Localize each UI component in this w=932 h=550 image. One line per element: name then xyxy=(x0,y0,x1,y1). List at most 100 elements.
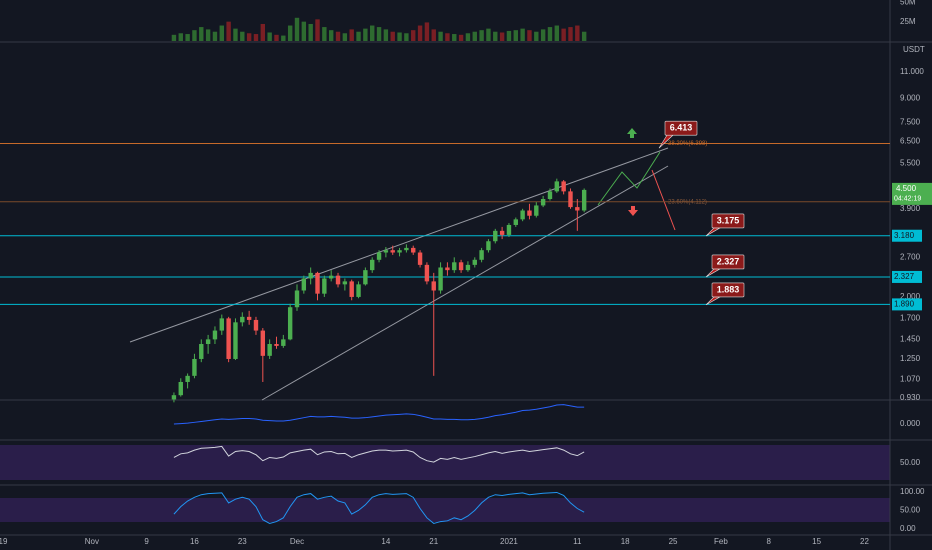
y-tick-label: 1.250 xyxy=(900,354,921,363)
volume-bar xyxy=(253,34,259,41)
candle-body xyxy=(349,281,354,297)
candle-body xyxy=(575,207,580,211)
volume-bar xyxy=(404,33,409,41)
candle-body xyxy=(438,267,443,291)
x-tick-label: Dec xyxy=(290,537,304,546)
x-tick-label: 21 xyxy=(429,537,438,546)
callout-label: 3.175 xyxy=(717,215,740,225)
callout-label: 6.413 xyxy=(670,123,693,133)
level-tag xyxy=(892,229,922,242)
macd-tick-label: 0.000 xyxy=(900,419,921,428)
x-tick-label: 16 xyxy=(190,537,199,546)
volume-bar xyxy=(349,29,354,41)
volume-bar xyxy=(308,23,313,41)
volume-bar xyxy=(335,31,341,41)
candle-body xyxy=(499,230,505,235)
candle-body xyxy=(397,250,402,253)
countdown: 04:42:19 xyxy=(894,196,921,203)
volume-bar xyxy=(301,21,307,41)
y-tick-label: 2.700 xyxy=(900,252,921,261)
candle-body xyxy=(342,281,348,285)
candle-body xyxy=(581,189,587,211)
volume-bar xyxy=(274,34,279,41)
volume-bar xyxy=(424,22,430,41)
volume-bar xyxy=(240,31,245,41)
volume-bar xyxy=(431,29,436,41)
volume-bar xyxy=(171,34,177,41)
volume-bar xyxy=(540,29,546,41)
x-tick-label: 9 xyxy=(144,537,149,546)
candle-body xyxy=(240,316,245,323)
volume-bar xyxy=(520,28,525,41)
bull-path xyxy=(597,151,661,206)
volume-bar xyxy=(294,17,300,41)
y-tick-label: 6.500 xyxy=(900,136,921,145)
rsi-band xyxy=(0,445,890,480)
volume-bar xyxy=(178,33,183,41)
candle-body xyxy=(274,344,279,346)
x-tick-label: 14 xyxy=(381,537,390,546)
volume-bar xyxy=(342,33,348,41)
callout-box xyxy=(711,213,745,229)
volume-bar xyxy=(547,27,553,41)
volume-bar xyxy=(397,32,402,41)
candle-body xyxy=(322,278,327,294)
x-tick-label: 11 xyxy=(573,537,582,546)
volume-bar xyxy=(260,23,266,41)
y-tick-label: 1.070 xyxy=(900,375,921,384)
volume-bar xyxy=(479,30,484,41)
callout-label: 2.327 xyxy=(717,256,740,266)
volume-bar xyxy=(322,27,327,41)
candle-body xyxy=(568,191,573,208)
y-tick-label: 3.900 xyxy=(900,204,921,213)
level-tag xyxy=(892,298,922,311)
volume-bar xyxy=(192,30,197,41)
stoch-tick-label: 100.00 xyxy=(900,487,925,496)
volume-bar xyxy=(411,30,416,41)
volume-bar xyxy=(383,29,389,41)
candle-body xyxy=(226,318,231,359)
x-tick-label: 8 xyxy=(767,537,772,546)
candle-body xyxy=(431,281,436,291)
candle-body xyxy=(554,181,560,192)
last-price: 4.500 xyxy=(896,184,917,193)
candle-body xyxy=(363,270,368,285)
rsi-tick-label: 50.00 xyxy=(900,458,921,467)
macd-line xyxy=(173,404,585,425)
volume-bar xyxy=(199,27,204,41)
y-tick-label: 1.700 xyxy=(900,313,921,322)
candle-body xyxy=(246,316,252,320)
x-tick-label: 18 xyxy=(621,537,630,546)
volume-bar xyxy=(363,28,368,41)
volume-bar xyxy=(534,31,539,41)
price-tag xyxy=(892,182,932,205)
volume-bar xyxy=(287,25,293,41)
volume-bar xyxy=(465,33,471,41)
volume-bar xyxy=(486,28,491,41)
volume-bar xyxy=(267,32,272,41)
candle-body xyxy=(561,181,566,192)
volume-bar xyxy=(205,29,211,41)
stoch-tick-label: 50.00 xyxy=(900,505,921,514)
candle-body xyxy=(411,247,416,253)
candle-body xyxy=(534,205,539,216)
x-tick-label: 2021 xyxy=(500,537,518,546)
volume-bar xyxy=(554,25,560,41)
x-tick-label: 25 xyxy=(669,537,678,546)
candle-body xyxy=(281,339,286,346)
volume-bar xyxy=(472,31,477,41)
candle-body xyxy=(513,219,518,225)
volume-bar xyxy=(561,28,566,41)
candle-body xyxy=(493,230,498,242)
volume-bar xyxy=(390,31,395,41)
callout-label: 1.883 xyxy=(717,284,740,294)
volume-bar xyxy=(527,30,532,41)
candle-body xyxy=(315,272,320,294)
bear-path xyxy=(651,169,676,231)
currency: USDT xyxy=(903,45,925,54)
volume-bar xyxy=(376,27,382,41)
candle-body xyxy=(205,339,211,345)
fib-label: 38.20%(6.398) xyxy=(668,141,707,147)
